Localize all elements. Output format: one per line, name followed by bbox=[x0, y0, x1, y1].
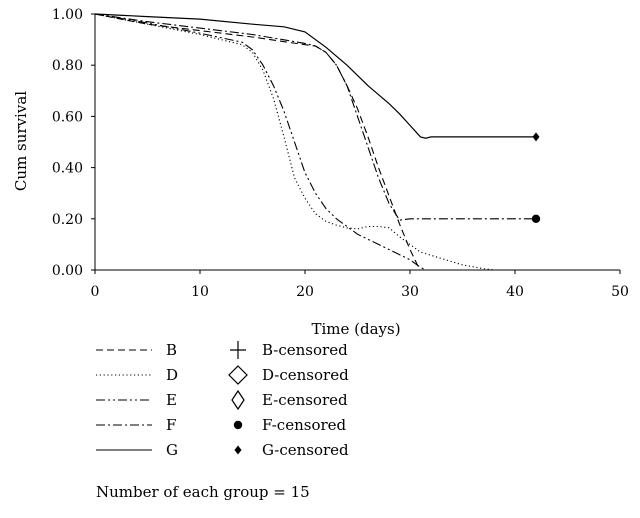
series-line-f bbox=[94, 13, 536, 221]
series-line-b bbox=[94, 13, 421, 271]
legend-line-label: F bbox=[166, 416, 176, 434]
y-tick-label: 0.60 bbox=[52, 109, 83, 125]
legend-marker-label: F-censored bbox=[262, 416, 347, 434]
series-line-e bbox=[94, 13, 427, 271]
y-tick-label: 0.00 bbox=[52, 263, 83, 279]
legend-marker-e-censored bbox=[231, 389, 245, 411]
censored-marker-f-censored bbox=[531, 214, 541, 223]
legend-line-label: G bbox=[166, 441, 178, 459]
plot-area: 0 10 20 30 40 50 0.00 0.20 0.40 0.60 0.80 1.00 bbox=[52, 7, 629, 300]
legend-marker-label: B-censored bbox=[262, 341, 348, 359]
legend-line-label: B bbox=[166, 341, 177, 359]
x-tick-label: 40 bbox=[506, 284, 524, 300]
x-tick-label: 10 bbox=[191, 284, 209, 300]
y-tick-label: 0.20 bbox=[52, 212, 83, 228]
series-line-d bbox=[94, 13, 495, 271]
legend-line-label: E bbox=[166, 391, 177, 409]
x-tick-label: 30 bbox=[401, 284, 419, 300]
y-tick-label: 0.80 bbox=[52, 58, 83, 74]
legend-marker-d-censored bbox=[228, 365, 248, 385]
x-tick-label: 20 bbox=[296, 284, 314, 300]
legend-marker-f-censored bbox=[233, 420, 243, 430]
legend-marker-g-censored bbox=[234, 445, 242, 455]
group-count-note: Number of each group = 15 bbox=[96, 483, 310, 501]
x-axis-title: Time (days) bbox=[311, 320, 400, 338]
series-line-g bbox=[94, 13, 536, 139]
legend-marker-b-censored bbox=[230, 341, 246, 359]
legend-marker-label: E-censored bbox=[262, 391, 348, 409]
y-tick-label: 1.00 bbox=[52, 7, 83, 23]
legend-marker-label: D-censored bbox=[262, 366, 349, 384]
x-tick-label: 0 bbox=[91, 284, 100, 300]
legend-marker-label: G-censored bbox=[262, 441, 349, 459]
censored-marker-g-censored bbox=[532, 132, 540, 142]
legend-line-label: D bbox=[166, 366, 178, 384]
y-tick-label: 0.40 bbox=[52, 161, 83, 177]
y-axis-title: Cum survival bbox=[12, 91, 30, 191]
x-tick-label: 50 bbox=[611, 284, 629, 300]
